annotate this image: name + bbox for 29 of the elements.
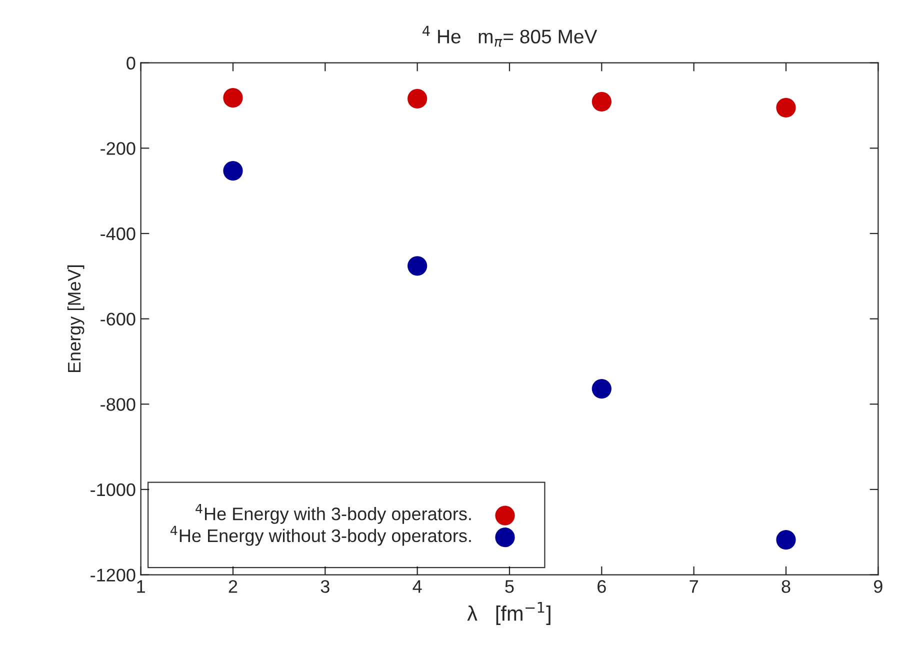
x-tick-label: 2 <box>228 580 238 593</box>
point <box>776 530 796 550</box>
x-tick-label: 8 <box>782 580 790 593</box>
y-tick-label: -1000 <box>90 483 136 496</box>
x-tick-label: 9 <box>874 580 882 593</box>
point <box>408 88 428 109</box>
x-axis-title: λ [fm$^{−1}$] <box>467 602 550 625</box>
x-tick-label: 5 <box>505 580 514 593</box>
point <box>408 256 428 276</box>
legend-label: $^{4}$He Energy with 3-body operators. <box>196 504 471 524</box>
legend-label: $^{4}$He Energy without 3-body operators. <box>170 526 471 546</box>
x-tick-label: 3 <box>320 580 330 593</box>
point <box>223 88 243 108</box>
y-tick-label: -1200 <box>90 568 136 582</box>
y-tick-label: -600 <box>100 312 136 326</box>
x-tick-label: 4 <box>412 580 422 593</box>
y-axis-title: Energy [MeV] <box>67 265 84 372</box>
x-tick-label: 7 <box>690 580 698 593</box>
point <box>776 98 796 118</box>
y-tick-label: -400 <box>100 227 136 240</box>
y-tick-label: 0 <box>126 56 136 70</box>
point <box>592 378 612 399</box>
x-tick-label: 6 <box>598 580 606 593</box>
point <box>223 160 243 181</box>
y-tick-label: -200 <box>100 142 136 155</box>
x-tick-label: 1 <box>137 580 145 593</box>
y-tick-label: -800 <box>100 398 136 411</box>
point <box>592 92 612 112</box>
chart-title: $^{4}$ He m$_{π}$= 805 MeV <box>422 26 598 47</box>
